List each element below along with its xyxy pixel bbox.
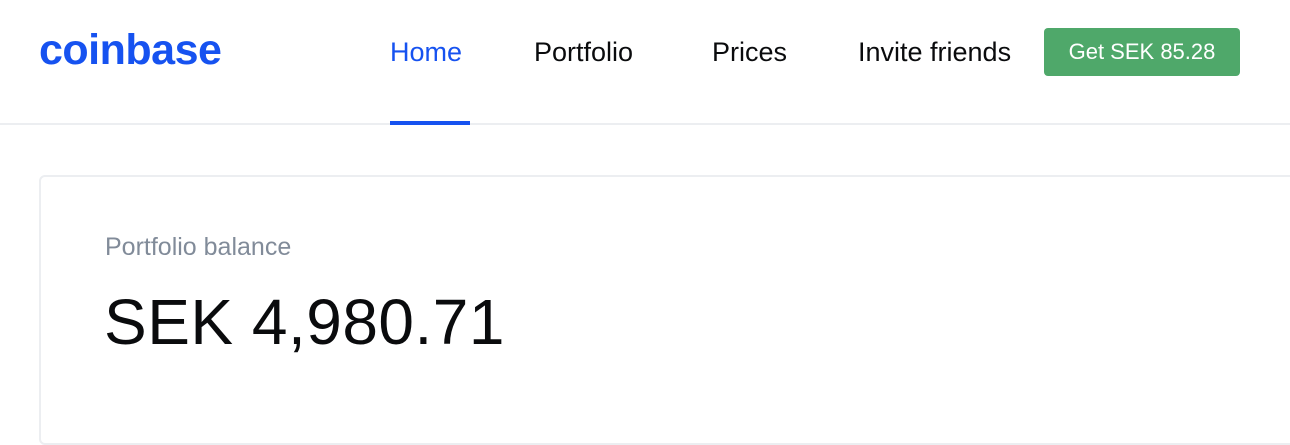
top-navigation-bar: coinbase Home Portfolio Prices Invite fr… xyxy=(0,0,1290,125)
coinbase-logo[interactable]: coinbase xyxy=(39,26,222,74)
portfolio-balance-label: Portfolio balance xyxy=(105,233,292,261)
get-reward-button[interactable]: Get SEK 85.28 xyxy=(1044,28,1240,76)
nav-tab-portfolio[interactable]: Portfolio xyxy=(534,37,634,67)
portfolio-balance-card: Portfolio balance SEK 4,980.71 xyxy=(39,175,1290,445)
nav-tab-home[interactable]: Home xyxy=(390,37,463,67)
portfolio-balance-value: SEK 4,980.71 xyxy=(104,286,505,358)
active-tab-indicator xyxy=(390,121,470,125)
nav-tab-prices[interactable]: Prices xyxy=(712,37,788,67)
nav-tab-invite-friends[interactable]: Invite friends xyxy=(858,37,1012,67)
